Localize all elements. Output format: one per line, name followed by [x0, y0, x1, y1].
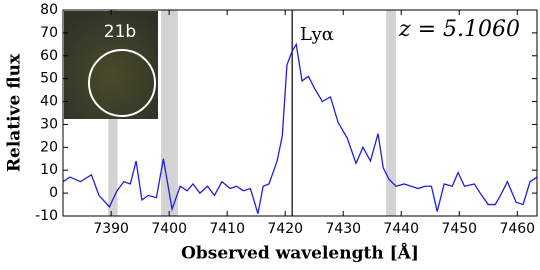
x-axis-label: Observed wavelength [Å]: [181, 242, 419, 264]
y-tick-label: 50: [40, 71, 58, 87]
y-tick-label: 10: [40, 162, 58, 178]
y-tick-label: 40: [40, 94, 58, 110]
masked-band: [161, 10, 178, 216]
x-tick-label: 7400: [151, 221, 187, 237]
y-tick-label: 30: [40, 116, 58, 132]
spectrum-line: [62, 42, 538, 214]
y-tick-label: 80: [40, 2, 58, 18]
masked-band: [386, 10, 397, 216]
y-tick-label: 0: [49, 185, 58, 201]
redshift-annotation: z = 5.1060: [398, 17, 520, 42]
y-tick-label: 20: [40, 139, 58, 155]
x-tick-label: 7390: [93, 221, 129, 237]
ref-line-label: Lyα: [300, 24, 334, 45]
x-tick-label: 7440: [383, 221, 419, 237]
y-tick-label: 60: [40, 48, 58, 64]
x-tick-label: 7410: [209, 221, 245, 237]
y-tick-label: -10: [35, 208, 58, 224]
x-tick-label: 7460: [499, 221, 535, 237]
y-axis-label: Relative flux: [5, 53, 25, 172]
x-tick-label: 7450: [441, 221, 477, 237]
x-tick-label: 7420: [267, 221, 303, 237]
inset-label: 21b: [104, 22, 136, 42]
inset-image: [64, 11, 158, 119]
axes-frame: [62, 9, 538, 217]
y-tick-label: 70: [40, 25, 58, 41]
x-tick-label: 7430: [325, 221, 361, 237]
aperture-circle: [88, 49, 156, 117]
